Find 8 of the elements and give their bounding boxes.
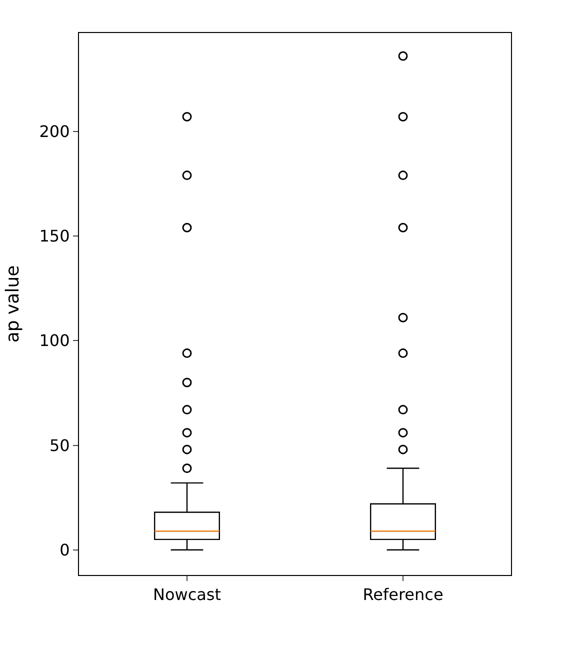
y-tick-label: 150 <box>39 226 70 246</box>
y-axis-title: ap value <box>2 265 24 343</box>
y-tick-label: 200 <box>39 122 70 141</box>
x-tick-label: Nowcast <box>152 585 222 604</box>
x-tick-label: Reference <box>362 585 444 604</box>
y-tick-label: 50 <box>49 436 70 455</box>
y-tick-label: 0 <box>60 540 70 560</box>
y-tick-label: 100 <box>39 331 70 350</box>
